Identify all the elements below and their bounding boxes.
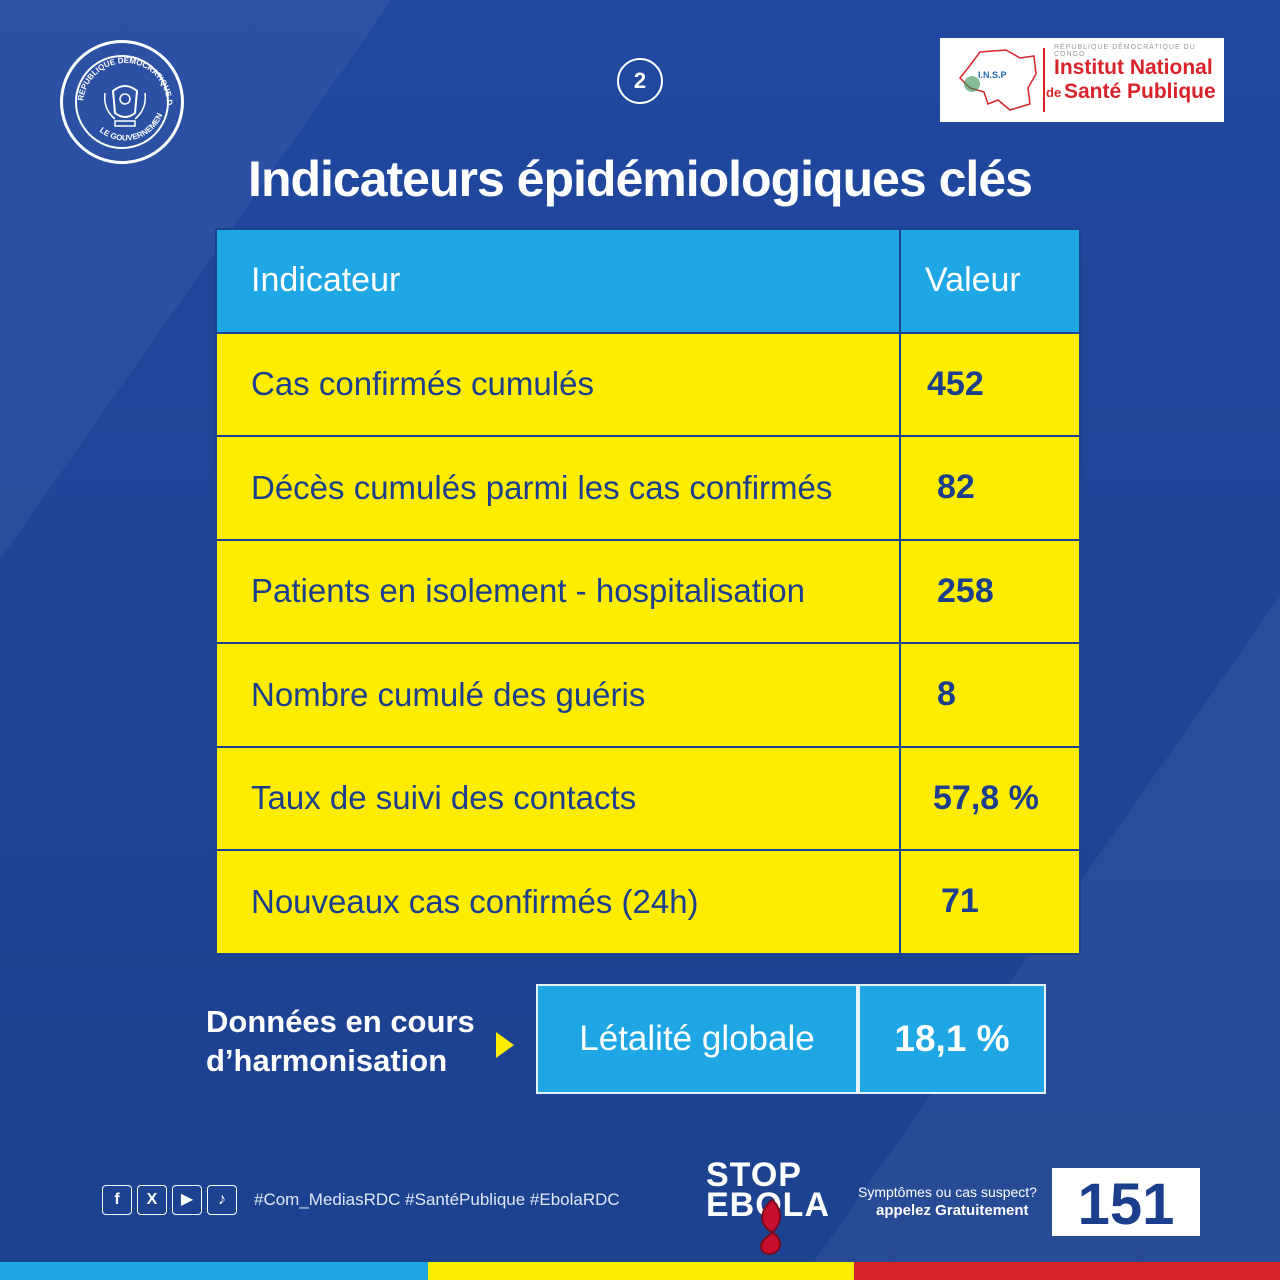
page-title: Indicateurs épidémiologiques clés — [248, 151, 1033, 207]
seal-top-text: RÉPUBLIQUE DÉMOCRATIQUE DU CONGO — [63, 43, 174, 106]
svg-text:RÉPUBLIQUE DÉMOCRATIQUE DU CON: RÉPUBLIQUE DÉMOCRATIQUE DU CONGO — [63, 43, 174, 106]
row-label: Patients en isolement - hospitalisation — [215, 538, 901, 644]
header-valeur: Valeur — [899, 228, 1081, 334]
row-label: Cas confirmés cumulés — [215, 331, 901, 437]
ebola-ribbon-icon — [760, 1198, 782, 1256]
help-call: appelez Gratuitement — [876, 1202, 1029, 1219]
row-value: 71 — [899, 849, 1081, 955]
insp-name-line2: Santé Publique — [1064, 80, 1216, 103]
hashtags: #Com_MediasRDC #SantéPublique #EbolaRDC — [254, 1190, 620, 1209]
table-row: Nouveaux cas confirmés (24h) 71 — [215, 849, 1081, 955]
youtube-icon[interactable]: ▶ — [172, 1185, 202, 1215]
table-header-row: Indicateur Valeur — [215, 228, 1081, 334]
help-question: Symptômes ou cas suspect? — [858, 1184, 1037, 1200]
row-label: Décès cumulés parmi les cas confirmés — [215, 435, 901, 541]
row-label: Nouveaux cas confirmés (24h) — [215, 849, 901, 955]
hotline-number[interactable]: 151 — [1052, 1168, 1200, 1237]
insp-divider — [1043, 48, 1045, 112]
note-line1: Données en cours — [206, 1004, 475, 1039]
row-label: Nombre cumulé des guéris — [215, 642, 901, 748]
row-value: 82 — [899, 435, 1081, 541]
row-value: 452 — [899, 331, 1081, 437]
header-indicateur: Indicateur — [215, 228, 901, 334]
insp-name-line1: Institut National — [1054, 56, 1213, 79]
stop-ebola-line1: STOP — [706, 1156, 802, 1194]
table-row: Cas confirmés cumulés 452 — [215, 331, 1081, 437]
social-links: f X ▶ ♪ — [102, 1185, 237, 1215]
note-line2: d’harmonisation — [206, 1043, 448, 1078]
indicators-table: Indicateur Valeur Cas confirmés cumulés … — [215, 228, 1081, 955]
insp-country: RÉPUBLIQUE DÉMOCRATIQUE DU CONGO — [1054, 44, 1196, 58]
row-value: 57,8 % — [899, 745, 1081, 851]
arrow-right-icon — [496, 1032, 514, 1058]
table-row: Décès cumulés parmi les cas confirmés 82 — [215, 435, 1081, 541]
footer-strip-red — [854, 1262, 1280, 1280]
table-row: Patients en isolement - hospitalisation … — [215, 538, 1081, 644]
tiktok-icon[interactable]: ♪ — [207, 1185, 237, 1215]
insp-abbr: I.N.S.P — [978, 70, 1007, 80]
insp-logo: I.N.S.P RÉPUBLIQUE DÉMOCRATIQUE DU CONGO… — [940, 38, 1224, 122]
insp-de: de — [1046, 85, 1062, 100]
x-icon[interactable]: X — [137, 1185, 167, 1215]
letalite-label: Létalité globale — [536, 984, 858, 1094]
row-value: 8 — [899, 642, 1081, 748]
harmonisation-note: Données en cours d’harmonisation — [206, 1002, 496, 1080]
footer-strip-blue — [0, 1262, 428, 1280]
letalite-value: 18,1 % — [858, 984, 1046, 1094]
page-number: 2 — [617, 58, 663, 104]
table-row: Nombre cumulé des guéris 8 — [215, 642, 1081, 748]
footer-strip-yellow — [428, 1262, 854, 1280]
row-label: Taux de suivi des contacts — [215, 745, 901, 851]
row-value: 258 — [899, 538, 1081, 644]
facebook-icon[interactable]: f — [102, 1185, 132, 1215]
insp-map-icon: I.N.S.P — [958, 49, 1037, 111]
government-seal: RÉPUBLIQUE DÉMOCRATIQUE DU CONGO LE GOUV… — [60, 40, 184, 164]
table-row: Taux de suivi des contacts 57,8 % — [215, 745, 1081, 851]
